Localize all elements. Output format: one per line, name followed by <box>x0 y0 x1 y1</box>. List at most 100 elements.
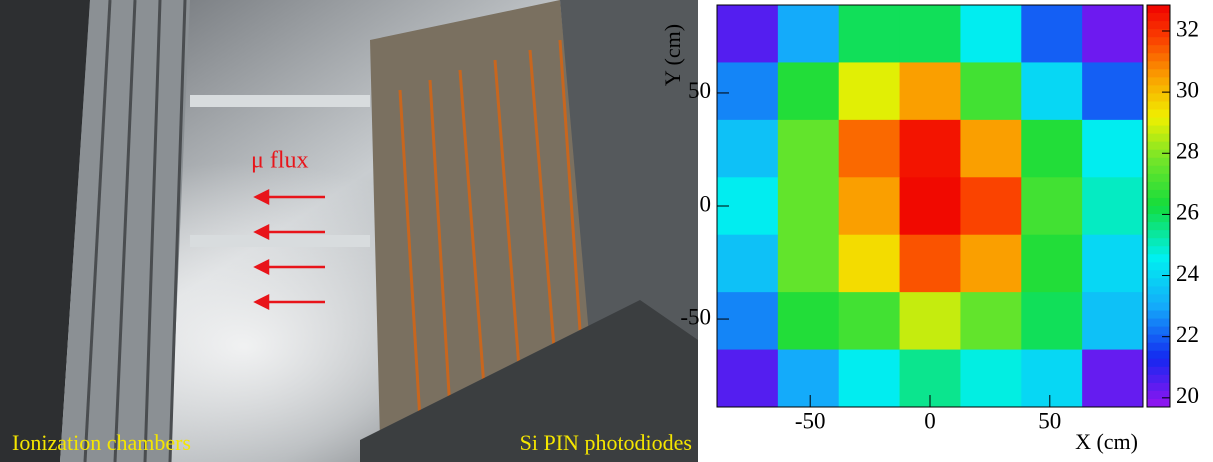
heat-cell <box>777 349 840 408</box>
heat-cell <box>1082 62 1144 121</box>
colorbar-band <box>1147 189 1170 199</box>
colorbar-band <box>1147 197 1170 207</box>
colorbar-band <box>1147 45 1170 54</box>
colorbar-band <box>1147 214 1170 223</box>
colorbar-band <box>1147 358 1170 368</box>
colorbar-band <box>1147 93 1170 102</box>
colorbar-band <box>1147 294 1170 303</box>
colorbar-band <box>1147 238 1170 247</box>
heat-cell <box>717 292 779 351</box>
x-tick-label: 50 <box>1038 408 1061 433</box>
heat-cell <box>1082 292 1144 351</box>
x-tick-label: -50 <box>795 408 826 433</box>
heat-cell <box>838 5 901 63</box>
heat-cell <box>899 5 961 63</box>
colorbar-band <box>1147 53 1170 62</box>
heat-cell <box>717 5 779 63</box>
heat-cell <box>1021 62 1083 121</box>
heat-cell <box>960 349 1022 408</box>
colorbar-band <box>1147 165 1170 175</box>
colorbar-band <box>1147 246 1170 255</box>
heat-cell <box>899 292 961 351</box>
flux-label: μ flux <box>251 148 309 174</box>
colorbar-band <box>1147 342 1170 352</box>
colorbar-band <box>1147 61 1170 70</box>
colorbar-band <box>1147 141 1170 151</box>
colorbar-band <box>1147 109 1170 119</box>
heat-cell <box>838 349 901 408</box>
heat-cell <box>960 119 1022 178</box>
heat-cell <box>899 119 961 178</box>
heat-cell <box>838 62 901 121</box>
colorbar-tick-label: 32 <box>1176 16 1199 41</box>
colorbar-band <box>1147 366 1170 376</box>
heat-cell <box>1082 234 1144 293</box>
colorbar-band <box>1147 206 1170 215</box>
heat-cell <box>717 62 779 121</box>
colorbar-tick-label: 26 <box>1176 200 1199 225</box>
heat-cell <box>1082 349 1144 408</box>
heat-cell <box>1021 349 1083 408</box>
colorbar-band <box>1147 230 1170 239</box>
colorbar-band <box>1147 270 1170 279</box>
colorbar-band <box>1147 262 1170 271</box>
heat-cell <box>960 177 1022 236</box>
colorbar-band <box>1147 286 1170 295</box>
heat-cell <box>960 234 1022 293</box>
heat-cell <box>899 62 961 121</box>
colorbar-frame <box>1146 4 1171 408</box>
colorbar-band <box>1147 117 1170 127</box>
colorbar-tick-label: 30 <box>1176 77 1199 102</box>
colorbar-band <box>1147 326 1170 336</box>
colorbar-band <box>1147 318 1170 328</box>
y-tick-label: 0 <box>700 191 712 216</box>
heat-cell <box>717 349 779 408</box>
colorbar-band <box>1147 77 1170 86</box>
heat-cell <box>838 292 901 351</box>
heat-cell <box>1021 292 1083 351</box>
y-tick-label: -50 <box>680 304 711 329</box>
heat-cell <box>717 119 779 178</box>
heat-cell <box>777 119 840 178</box>
left-label: Ionization chambers <box>12 430 191 455</box>
heat-cell <box>777 62 840 121</box>
heat-cell <box>960 62 1022 121</box>
right-label: Si PIN photodiodes <box>520 430 692 455</box>
heat-cell <box>960 292 1022 351</box>
colorbar-band <box>1147 157 1170 167</box>
heat-cell <box>777 177 840 236</box>
colorbar-band <box>1147 29 1170 38</box>
heat-cell <box>1021 177 1083 236</box>
heat-cell <box>1021 5 1083 63</box>
colorbar-band <box>1147 278 1170 287</box>
colorbar-band <box>1147 310 1170 320</box>
y-tick-label: 50 <box>688 78 711 103</box>
heat-cell <box>1021 234 1083 293</box>
colorbar-band <box>1147 390 1170 400</box>
colorbar-band <box>1147 101 1170 111</box>
colorbar-band <box>1147 149 1170 159</box>
colorbar-band <box>1147 173 1170 183</box>
heat-cell <box>777 234 840 293</box>
heat-cell <box>1082 119 1144 178</box>
colorbar-tick-label: 20 <box>1176 383 1199 408</box>
heat-cell <box>717 234 779 293</box>
x-tick-label: 0 <box>924 408 936 433</box>
photo: μ flux Ionization chambers Si PIN photod… <box>0 0 698 462</box>
colorbar-tick-label: 24 <box>1176 261 1200 286</box>
colorbar-band <box>1147 13 1170 22</box>
heat-cell <box>1021 119 1083 178</box>
heat-cell <box>838 177 901 236</box>
heat-cell <box>838 119 901 178</box>
colorbar-band <box>1147 69 1170 78</box>
colorbar-band <box>1147 181 1170 191</box>
heat-cell <box>1082 5 1144 63</box>
colorbar-band <box>1147 21 1170 30</box>
colorbar-tick-label: 22 <box>1176 322 1199 347</box>
colorbar-band <box>1147 5 1170 14</box>
colorbar-band <box>1147 85 1170 94</box>
y-axis-label: Y (cm) <box>660 24 685 86</box>
colorbar-band <box>1147 382 1170 392</box>
heat-cell <box>777 5 840 63</box>
